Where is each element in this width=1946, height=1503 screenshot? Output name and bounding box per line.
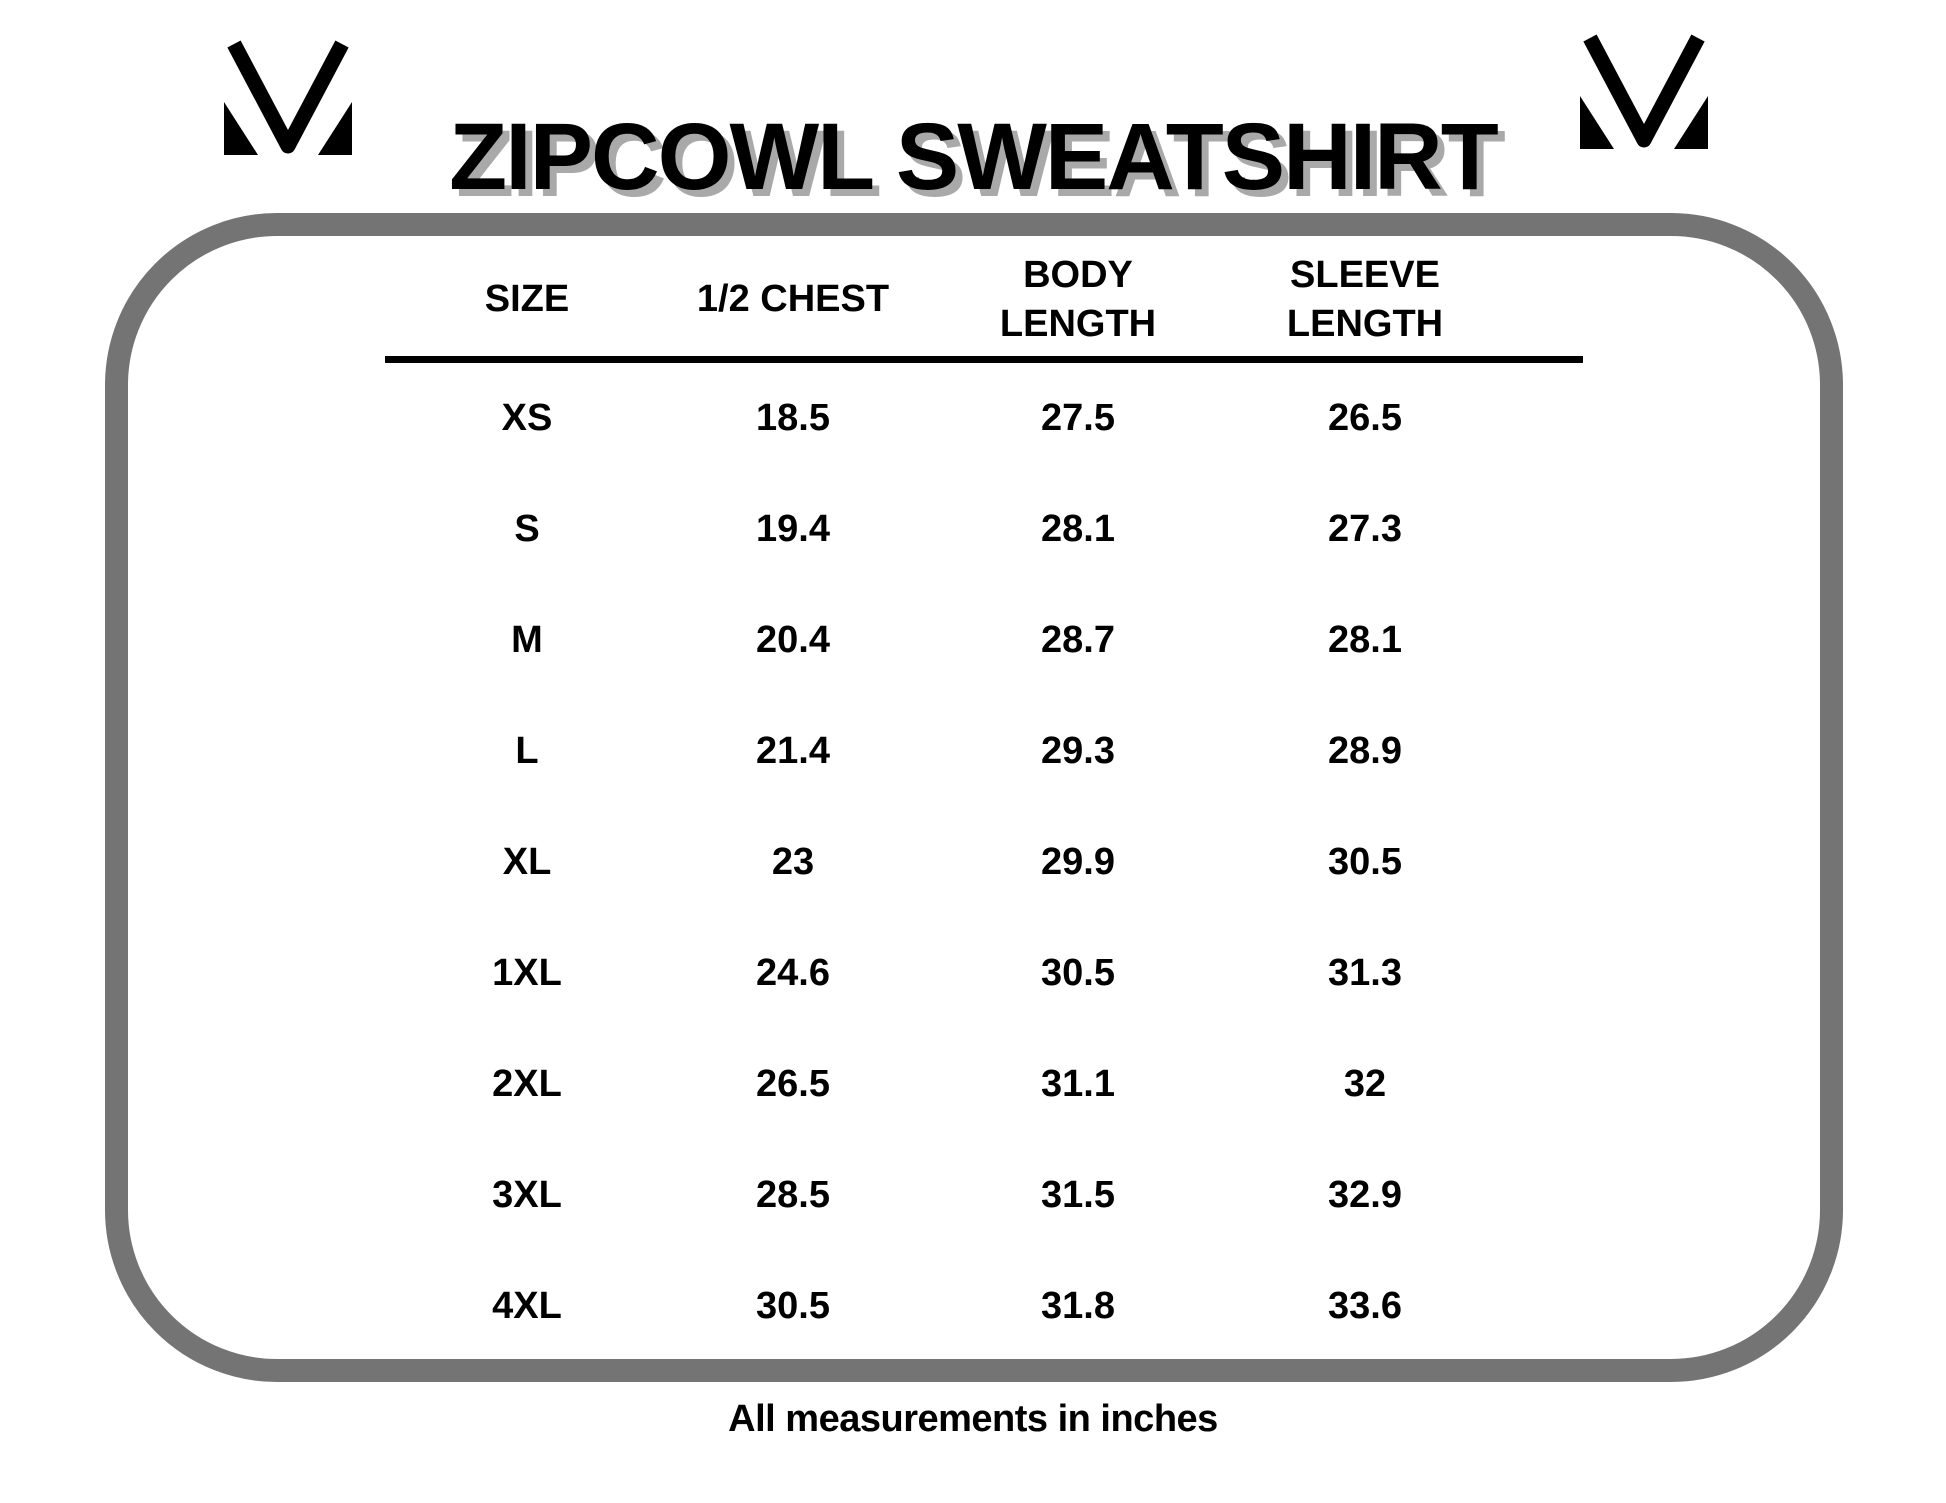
cell-size: 3XL [492, 1174, 562, 1216]
cell-half-chest: 23 [771, 841, 815, 883]
cell-body-length: 29.9 [1041, 841, 1115, 883]
table-header-row: SIZE 1/2 CHEST BODY LENGTH SLEEVE LENGTH [385, 244, 1583, 356]
table-row: 3XL 28.5 31.5 32.9 [385, 1140, 1583, 1251]
cell-half-chest: 20.4 [756, 619, 830, 661]
cell-size: 4XL [492, 1285, 562, 1327]
table-row: 1XL 24.6 30.5 31.3 [385, 918, 1583, 1029]
table-row: M 20.4 28.7 28.1 [385, 585, 1583, 696]
cell-sleeve-length: 27.3 [1328, 508, 1402, 550]
cell-size: L [515, 730, 539, 772]
cell-sleeve-length: 28.9 [1328, 730, 1402, 772]
cell-half-chest: 24.6 [756, 952, 830, 994]
cell-body-length: 31.5 [1041, 1174, 1115, 1216]
cell-body-length: 27.5 [1041, 397, 1115, 439]
cell-half-chest: 18.5 [756, 397, 830, 439]
column-header-sleeve-length: SLEEVE LENGTH [1286, 253, 1444, 345]
table-row: XS 18.5 27.5 26.5 [385, 363, 1583, 474]
header-divider-line [385, 356, 1583, 363]
cell-half-chest: 21.4 [756, 730, 830, 772]
cell-body-length: 31.1 [1041, 1063, 1115, 1105]
cell-body-length: 28.7 [1041, 619, 1115, 661]
column-header-half-chest: 1/2 CHEST [696, 278, 890, 321]
cell-half-chest: 19.4 [756, 508, 830, 550]
cell-body-length: 29.3 [1041, 730, 1115, 772]
measurements-note: All measurements in inches [728, 1398, 1218, 1440]
size-chart-table: SIZE 1/2 CHEST BODY LENGTH SLEEVE LENGTH… [385, 244, 1583, 1362]
cell-size: 1XL [492, 952, 562, 994]
cell-sleeve-length: 32 [1343, 1063, 1387, 1105]
cell-size: S [514, 508, 540, 550]
cell-sleeve-length: 32.9 [1328, 1174, 1402, 1216]
cell-sleeve-length: 28.1 [1328, 619, 1402, 661]
cell-sleeve-length: 31.3 [1328, 952, 1402, 994]
cell-sleeve-length: 26.5 [1328, 397, 1402, 439]
cell-half-chest: 26.5 [756, 1063, 830, 1105]
cell-half-chest: 30.5 [756, 1285, 830, 1327]
cell-sleeve-length: 30.5 [1328, 841, 1402, 883]
cell-size: XL [502, 841, 552, 883]
cell-half-chest: 28.5 [756, 1174, 830, 1216]
page-title: ZIPCOWL SWEATSHIRT [449, 103, 1499, 210]
cell-sleeve-length: 33.6 [1328, 1285, 1402, 1327]
column-header-body-length: BODY LENGTH [999, 253, 1157, 345]
cell-size: M [511, 619, 543, 661]
column-header-size: SIZE [484, 278, 570, 321]
table-row: 4XL 30.5 31.8 33.6 [385, 1251, 1583, 1362]
cell-size: 2XL [492, 1063, 562, 1105]
m-brand-logo-icon [224, 40, 352, 158]
table-row: S 19.4 28.1 27.3 [385, 474, 1583, 585]
table-row: L 21.4 29.3 28.9 [385, 696, 1583, 807]
cell-body-length: 30.5 [1041, 952, 1115, 994]
table-row: XL 23 29.9 30.5 [385, 807, 1583, 918]
size-chart-frame [105, 213, 1843, 1382]
table-row: 2XL 26.5 31.1 32 [385, 1029, 1583, 1140]
m-brand-logo-icon [1580, 34, 1708, 152]
cell-size: XS [501, 397, 553, 439]
cell-body-length: 28.1 [1041, 508, 1115, 550]
cell-body-length: 31.8 [1041, 1285, 1115, 1327]
